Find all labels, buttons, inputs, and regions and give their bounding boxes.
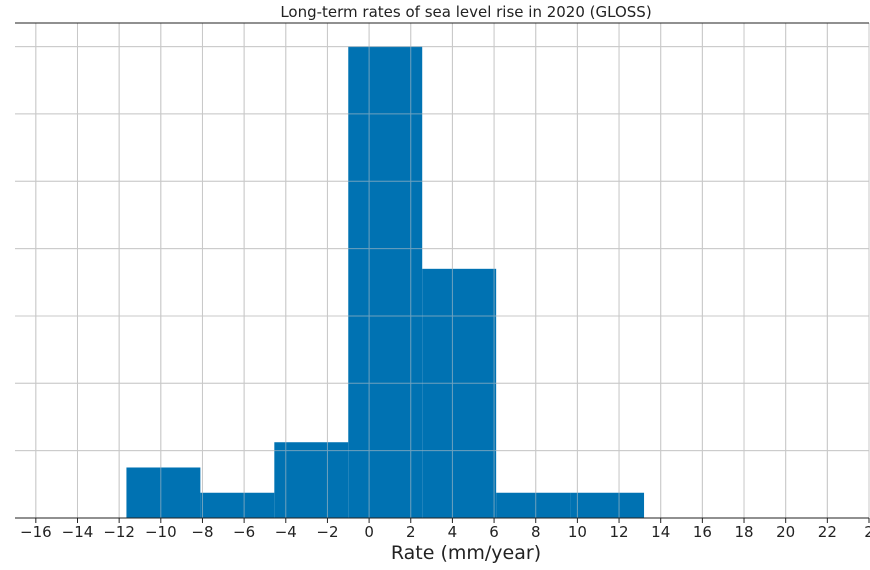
x-tick-label: −8 [191, 523, 213, 541]
histogram-bar [570, 492, 645, 518]
x-tick-label: 8 [531, 523, 541, 541]
x-tick-label: 12 [610, 523, 629, 541]
x-tick-label: 10 [568, 523, 587, 541]
x-axis-label: Rate (mm/year) [391, 542, 541, 564]
x-tick-label: −14 [62, 523, 94, 541]
histogram-bar [200, 492, 275, 518]
x-tick-label: 2 [406, 523, 416, 541]
x-tick-label: −10 [145, 523, 177, 541]
x-tick-label: −6 [233, 523, 255, 541]
chart-title: Long-term rates of sea level rise in 202… [280, 3, 651, 21]
x-tick-label: 14 [651, 523, 670, 541]
x-tick-label: 6 [489, 523, 499, 541]
histogram-bar [274, 442, 349, 518]
grid-overlay [15, 23, 870, 518]
histogram-bar [422, 268, 497, 518]
histogram-bar [496, 492, 571, 518]
x-tick-label: −4 [275, 523, 297, 541]
x-tick-label: 18 [734, 523, 753, 541]
x-tick-label: −2 [316, 523, 338, 541]
axes [15, 22, 869, 519]
x-tick-label: −16 [20, 523, 52, 541]
x-tick-label: −12 [103, 523, 135, 541]
x-tick-label: 20 [776, 523, 795, 541]
histogram-bar [348, 46, 423, 518]
histogram-bar [126, 467, 201, 518]
x-tick-label: 22 [818, 523, 837, 541]
histogram-bars [15, 23, 870, 518]
x-tick-label: 2 [864, 523, 870, 541]
x-tick-label: 16 [693, 523, 712, 541]
x-tick-labels: −16 −14 −12 −10 −8 −6 −4 −2 0 2 4 6 8 10 12 14 16 18 20 22 2 [20, 518, 870, 541]
x-tick-label: 4 [448, 523, 458, 541]
x-tick-label: 0 [364, 523, 374, 541]
